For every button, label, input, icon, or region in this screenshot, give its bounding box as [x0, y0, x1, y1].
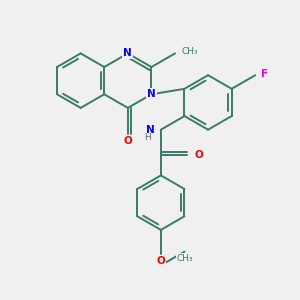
Text: H: H [144, 133, 150, 142]
Text: O: O [124, 136, 132, 146]
Text: CH₃: CH₃ [182, 47, 198, 56]
Text: N: N [146, 125, 155, 135]
Text: N: N [147, 89, 156, 99]
Text: F: F [261, 69, 268, 79]
Text: CH₃: CH₃ [176, 254, 193, 262]
Text: N: N [124, 48, 132, 59]
Text: O: O [157, 256, 165, 266]
Text: O: O [194, 150, 203, 161]
